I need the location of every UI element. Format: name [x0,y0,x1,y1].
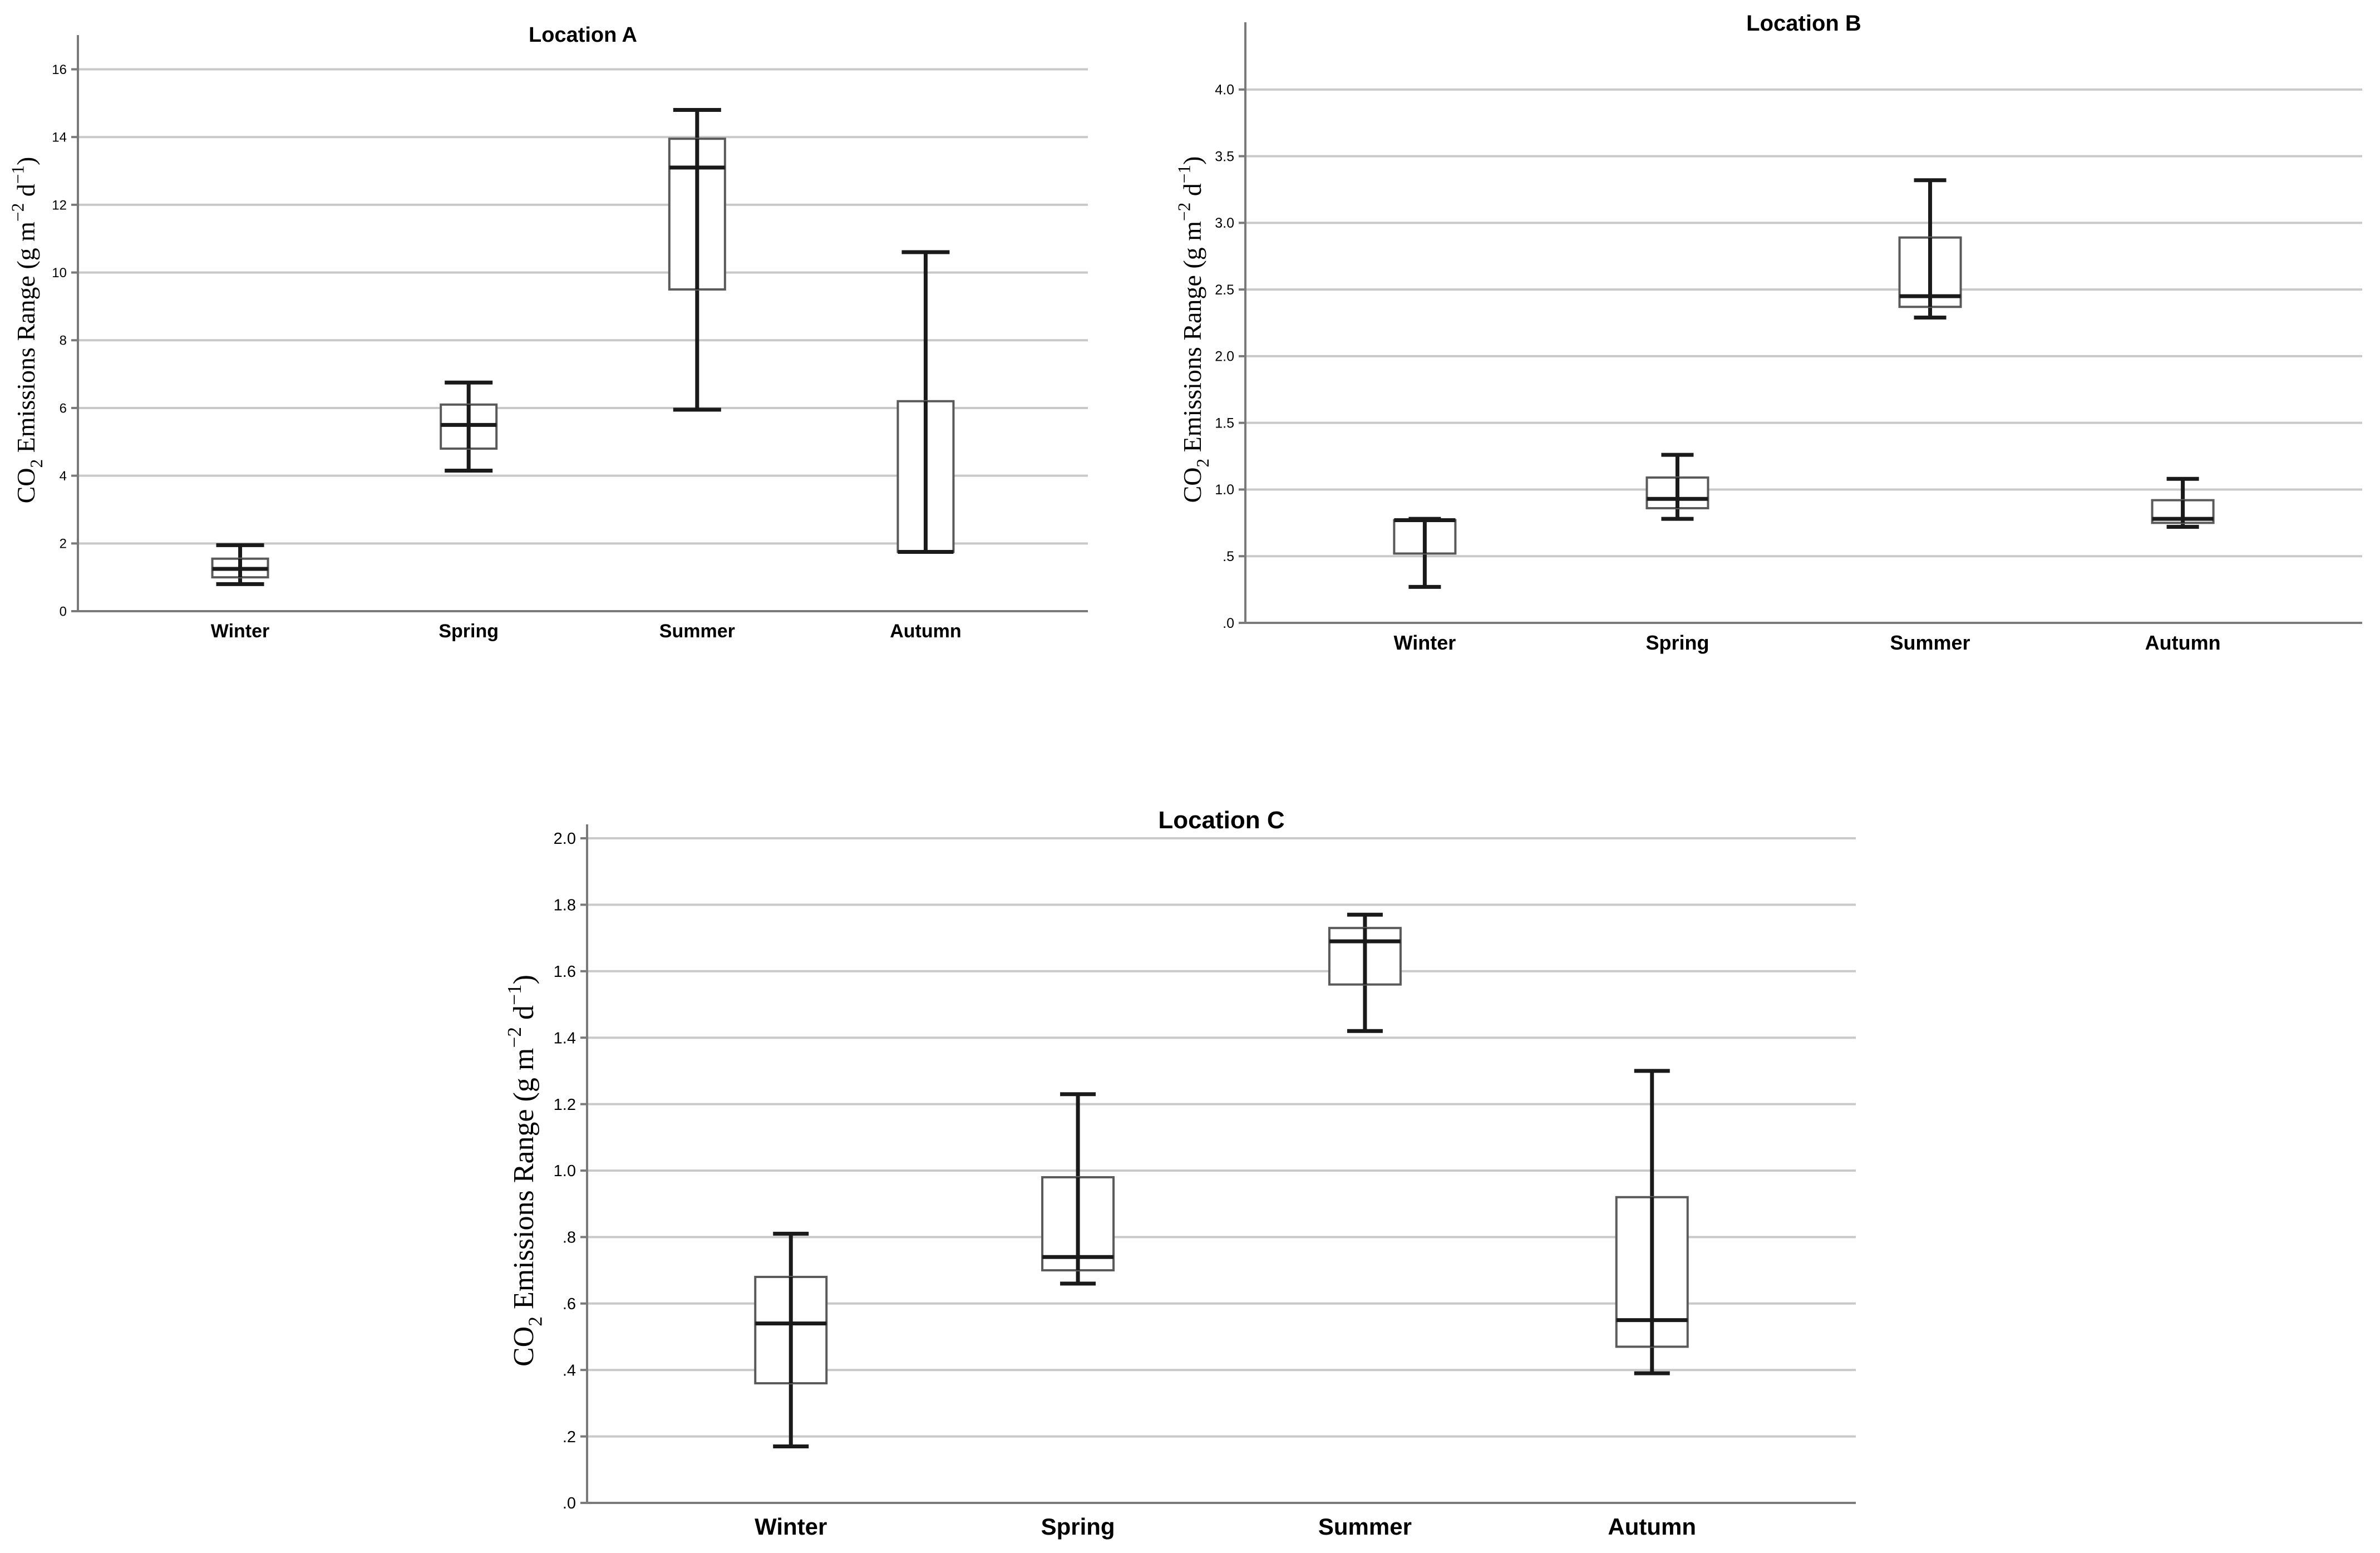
box-summer [668,108,726,412]
y-tick-label: 0 [60,604,67,619]
x-category-label: Winter [211,621,269,642]
x-category-label: Summer [659,621,735,642]
y-tick-label: 14 [52,130,67,145]
box-winter [1393,517,1457,589]
x-category-label: Summer [1318,1513,1412,1540]
y-axis-title-part: ) [12,157,40,165]
panel-title: Location B [1746,11,1861,36]
y-axis-title-part: −1 [503,984,525,1005]
y-tick-label: .4 [563,1362,576,1379]
y-axis-title-part: CO [508,1326,540,1367]
panel-c: Location C .0 .2 .4 .6 .8 1.0 1.2 1.4 1.6 1.8 2.0 CO… [503,807,1856,1540]
x-category-label: Spring [1645,631,1709,654]
y-axis-title-part: d [1178,183,1206,203]
y-axis-title: CO2 Emissions Range (g m−2 d−1) [8,157,46,504]
y-tick-label: .2 [563,1428,576,1446]
x-category-label: Summer [1890,631,1970,654]
y-tick-label: 12 [52,198,67,213]
x-category-label: Autumn [890,621,961,642]
y-axis-title-part: Emissions Range (g m [1178,221,1206,459]
box-spring [1041,1092,1115,1286]
y-axis-title-part: −2 [8,203,28,222]
box-autumn [896,250,955,554]
box-spring [1645,453,1709,521]
y-tick-label: 1.8 [554,897,576,915]
box-spring [440,380,498,473]
y-axis-title-part: 2 [27,459,46,468]
y-tick-label: .0 [563,1495,576,1512]
y-tick-label: 2 [60,537,67,552]
y-tick-label: 3.5 [1215,149,1234,164]
y-tick-label: 1.6 [554,963,576,981]
box-summer [1328,912,1402,1033]
y-axis-title-part: ) [1178,156,1206,165]
panel-title: Location A [529,23,637,47]
y-tick-label: 1.4 [554,1029,576,1047]
y-tick-label: 6 [60,401,67,416]
y-tick-label: 1.5 [1215,415,1234,431]
y-axis-title-part: Emissions Range (g m [12,222,40,459]
y-tick-label: .8 [563,1229,576,1247]
y-axis-title-part: d [508,1005,540,1027]
panel-title: Location C [1158,807,1284,834]
y-tick-label: 3.0 [1215,215,1234,231]
box-winter [211,543,269,586]
y-tick-label: 4 [60,469,67,484]
box-summer [1898,178,1962,320]
y-axis-title-part: −1 [1175,165,1194,183]
box-winter [754,1231,828,1449]
x-category-label: Winter [1394,631,1456,654]
y-tick-label: 2.0 [1215,349,1234,365]
y-tick-label: 2.5 [1215,282,1234,298]
y-axis-title-part: −2 [1175,203,1194,221]
y-axis-title-part: d [12,184,40,203]
y-axis-title-part: ) [508,975,540,984]
y-axis-title-part: CO [12,468,40,503]
y-axis-title-part: 2 [1193,459,1213,468]
y-tick-label: .0 [1223,616,1234,631]
y-axis-title-part: 2 [524,1316,546,1326]
y-axis-title: CO2 Emissions Range (g m−2 d−1) [503,975,546,1367]
y-tick-label: 1.0 [1215,482,1234,498]
y-tick-label: .6 [563,1295,576,1313]
y-tick-label: .5 [1223,549,1234,564]
x-category-label: Winter [755,1513,827,1540]
y-axis-title-part: −1 [8,165,28,184]
x-category-label: Spring [438,621,499,642]
y-tick-label: 1.2 [554,1096,576,1114]
x-category-label: Autumn [1608,1513,1696,1540]
y-axis-title-part: CO [1178,467,1206,503]
panel-b: Location B .0 .5 1.0 1.5 2.0 2.5 3.0 3.5 4.0 CO2 E… [1175,11,2362,654]
y-tick-label: 4.0 [1215,82,1234,98]
y-axis-title-part: −2 [503,1027,525,1048]
y-tick-label: 16 [52,62,67,77]
y-tick-label: 8 [60,333,67,348]
box-autumn [2151,476,2215,529]
y-axis-title: CO2 Emissions Range (g m−2 d−1) [1175,156,1213,503]
y-tick-label: 2.0 [554,830,576,848]
y-tick-label: 10 [52,266,67,281]
y-tick-label: 1.0 [554,1162,576,1180]
x-category-label: Spring [1041,1513,1115,1540]
box-autumn [1615,1069,1689,1375]
y-axis-title-part: Emissions Range (g m [508,1048,540,1316]
x-category-label: Autumn [2145,631,2221,654]
